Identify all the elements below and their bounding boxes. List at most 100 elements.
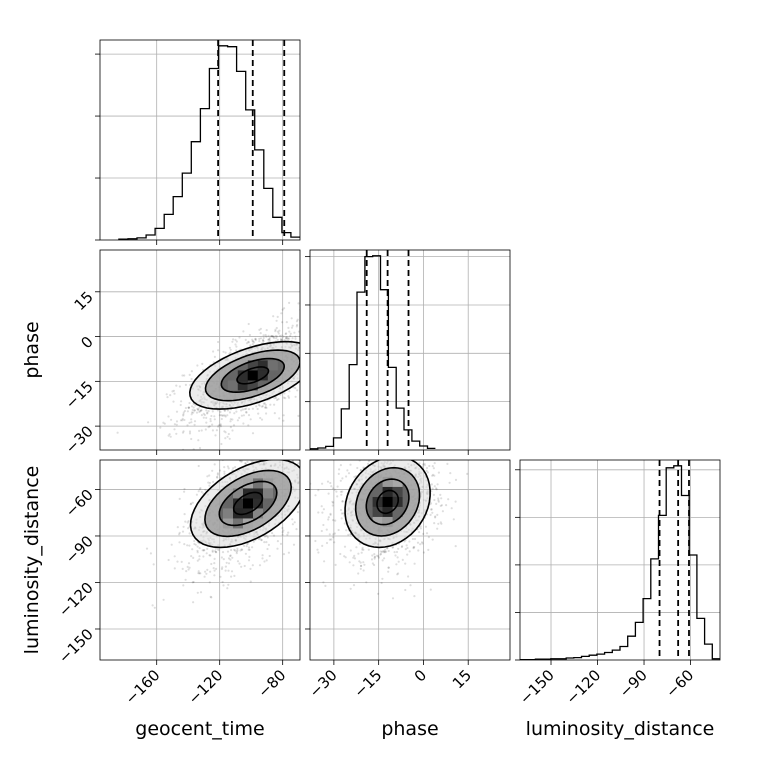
sample-point [421,542,424,545]
sample-point [352,564,355,567]
sample-point [363,563,366,566]
sample-point [430,508,433,511]
sample-point [296,318,299,321]
sample-point [367,452,369,454]
sample-point [260,539,263,542]
sample-point [181,419,184,422]
sample-point [347,472,351,475]
sample-point [454,545,457,548]
sample-point [450,507,453,510]
sample-point [292,432,294,434]
sample-point [404,562,407,565]
sample-point [257,456,259,458]
sample-point [173,392,176,395]
sample-point [330,538,333,541]
sample-point [345,344,347,346]
sample-point [293,521,296,524]
x-axis-label-phase: phase [381,718,438,740]
sample-point [355,546,358,549]
sample-point [300,458,302,460]
sample-point [259,337,263,340]
sample-point [365,581,368,584]
sample-point [357,572,360,575]
histogram-step-luminosity-distance [520,465,720,660]
sample-point [192,601,195,604]
sample-point [303,501,305,503]
sample-point [264,406,267,409]
sample-point [331,487,335,490]
contour-line [204,469,293,538]
sample-point [396,423,398,425]
sample-point [222,584,225,587]
sample-point [162,598,165,601]
sample-point [213,355,216,358]
sample-point [314,344,316,346]
sample-point [265,406,268,409]
sample-point [335,490,338,493]
sample-point [310,348,312,350]
y-tick-label-luminosity-distance: −60 [62,486,97,521]
sample-point [186,565,189,569]
histogram-step-phase [310,255,436,450]
sample-point [256,457,258,459]
sample-point [286,337,289,340]
sample-point [403,540,406,543]
sample-point [352,327,354,329]
sample-point [364,447,366,449]
sample-point [231,418,234,421]
sample-point [195,493,198,496]
sample-point [282,419,285,422]
sample-point [307,274,309,276]
sample-point [229,418,232,421]
sample-point [180,560,183,564]
sample-point [396,556,399,559]
sample-point [240,460,243,462]
sample-point [266,451,268,453]
sample-point [436,513,439,517]
sample-point [249,580,252,583]
sample-point [427,548,430,552]
sample-point [239,549,242,552]
sample-point [178,497,181,500]
sample-point [244,462,247,465]
sample-point [391,427,393,429]
sample-point [271,335,274,338]
sample-point [434,451,436,453]
sample-point [304,327,306,329]
sample-point [262,334,265,337]
sample-point [181,417,184,420]
sample-point [400,545,403,549]
sample-point [144,472,146,474]
sample-point [324,584,327,588]
sample-point [247,341,250,344]
sample-point [384,550,388,553]
sample-point [209,420,212,423]
sample-point [233,445,235,447]
sample-point [173,423,176,426]
sample-point [341,477,344,480]
sample-point [321,469,323,471]
sample-point [282,529,285,532]
sample-point [404,548,407,551]
sample-point [175,420,179,423]
sample-point [258,328,261,331]
sample-point [280,312,283,315]
x-tick-label-phase: −15 [350,666,385,701]
sample-point [333,488,336,491]
y-axis-label-luminosity-distance: luminosity_distance [21,466,43,655]
density-cell [392,476,403,487]
sample-point [206,547,209,551]
sample-point [352,556,355,559]
sample-point [373,557,376,560]
sample-point [199,591,203,594]
sample-point [267,454,269,456]
sample-point [386,547,389,550]
sample-point [287,551,290,554]
sample-point [223,466,226,469]
sample-point [215,551,218,554]
sample-point [204,488,207,491]
sample-point [333,532,336,535]
sample-point [400,458,402,460]
sample-point [297,438,299,440]
sample-point [202,555,205,558]
